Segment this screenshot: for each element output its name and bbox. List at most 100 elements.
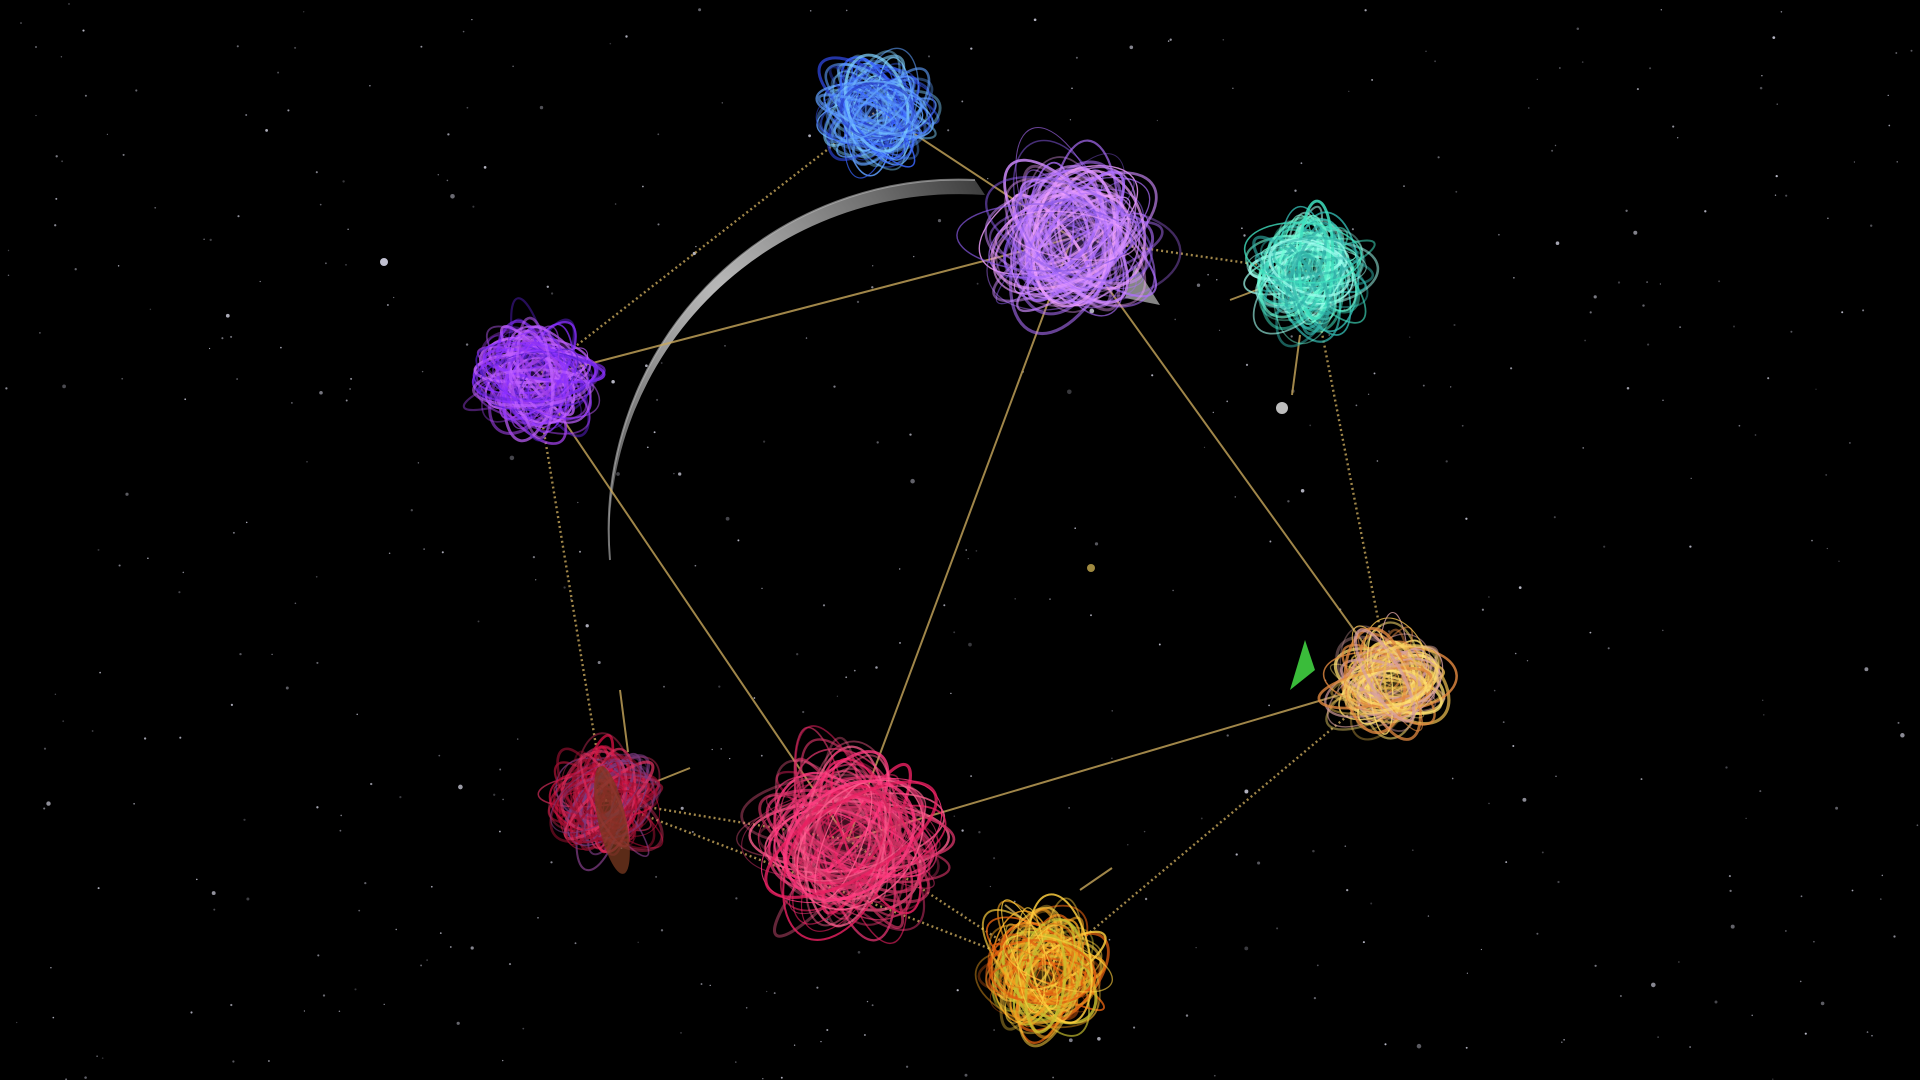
star — [1862, 309, 1865, 312]
knot-strand — [825, 750, 908, 945]
star — [1371, 78, 1374, 81]
star — [1780, 11, 1783, 13]
star — [399, 796, 402, 799]
star — [1373, 372, 1376, 375]
star — [637, 941, 639, 944]
star — [1328, 334, 1330, 336]
star — [691, 830, 694, 833]
star — [646, 446, 649, 449]
star — [1745, 817, 1747, 820]
star — [1528, 107, 1530, 109]
knot-strand — [796, 779, 924, 911]
star — [808, 134, 811, 138]
star — [953, 631, 956, 634]
star — [1068, 1038, 1073, 1043]
star — [62, 720, 65, 723]
star — [356, 713, 358, 716]
star — [680, 1032, 682, 1034]
star — [845, 9, 848, 12]
star — [585, 624, 589, 628]
star — [499, 768, 502, 771]
star — [961, 912, 963, 914]
knot-strand — [1015, 127, 1110, 292]
star — [84, 1076, 87, 1079]
knot-strand — [1252, 235, 1336, 316]
knot-strand — [789, 811, 911, 915]
star — [1617, 281, 1621, 284]
star — [97, 887, 100, 890]
star — [766, 990, 768, 993]
star — [1300, 162, 1303, 165]
knot-cluster-blue-top — [815, 47, 942, 179]
star — [909, 433, 912, 436]
star — [1785, 194, 1788, 197]
star — [700, 983, 703, 985]
star — [822, 604, 826, 607]
star — [509, 455, 515, 461]
knot-cluster-pink-bottom — [736, 725, 956, 945]
star — [1733, 325, 1735, 328]
star — [735, 1061, 737, 1063]
star — [863, 1034, 866, 1036]
star — [535, 579, 537, 581]
star — [657, 223, 660, 226]
star — [1411, 849, 1414, 852]
knot-strand — [1264, 250, 1375, 287]
star — [316, 806, 319, 809]
star — [96, 1055, 98, 1057]
knot-strand — [1016, 907, 1046, 1014]
knot-cluster-yellow-right — [1317, 611, 1458, 741]
knot-strand — [817, 56, 918, 136]
star — [1800, 895, 1803, 898]
star — [1207, 273, 1209, 276]
star — [502, 1059, 504, 1062]
star — [1313, 996, 1317, 1000]
star — [836, 695, 839, 697]
star — [316, 661, 319, 664]
star — [616, 472, 620, 476]
star — [570, 598, 572, 600]
star — [118, 564, 121, 567]
star — [1589, 311, 1592, 314]
star — [833, 385, 836, 388]
star — [1888, 124, 1891, 127]
link-yellow-right-orange-bottom — [1044, 679, 1391, 971]
star — [1650, 982, 1656, 988]
star — [1071, 87, 1073, 89]
star — [259, 280, 261, 283]
star — [345, 264, 347, 266]
knot-strand — [826, 68, 917, 125]
star — [1555, 241, 1560, 245]
star — [1636, 88, 1639, 91]
star — [1581, 61, 1584, 63]
star — [532, 555, 536, 559]
star — [1916, 824, 1919, 827]
star — [470, 946, 474, 950]
knot-strand — [834, 80, 922, 140]
star — [221, 337, 224, 340]
star — [1151, 374, 1154, 377]
knot-strand — [785, 789, 909, 883]
star — [653, 431, 656, 434]
knot-strand — [507, 325, 592, 424]
star — [60, 56, 63, 58]
star — [133, 803, 135, 805]
star — [1075, 56, 1078, 59]
star — [232, 1060, 235, 1063]
star — [1910, 49, 1913, 52]
star — [987, 177, 989, 180]
star — [1826, 547, 1828, 550]
star — [1243, 234, 1246, 237]
star — [1728, 875, 1731, 878]
star — [449, 946, 452, 948]
star — [450, 193, 455, 199]
knot-strand — [472, 368, 589, 408]
star — [1316, 964, 1319, 967]
star — [1312, 849, 1315, 853]
star — [97, 548, 100, 551]
star — [339, 829, 342, 832]
star — [1427, 915, 1430, 917]
star — [1785, 930, 1787, 932]
star — [1425, 50, 1427, 53]
star — [232, 531, 235, 534]
